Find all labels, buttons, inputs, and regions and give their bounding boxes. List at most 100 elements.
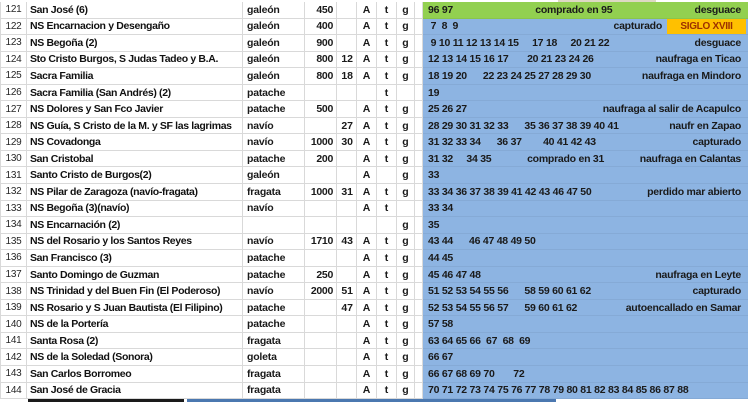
- gap-cell[interactable]: [415, 134, 423, 151]
- source-a-cell[interactable]: A: [357, 250, 377, 267]
- ship-type-cell[interactable]: navío: [243, 200, 305, 218]
- source-t-cell[interactable]: t: [377, 349, 397, 367]
- ship-type-cell[interactable]: fragata: [243, 184, 305, 201]
- tonnage-cell[interactable]: [305, 200, 337, 218]
- timeline-data-cell[interactable]: 52 53 54 55 56 57 59 60 61 62 autoencalla…: [423, 299, 748, 317]
- source-g-cell[interactable]: g: [397, 68, 415, 85]
- ship-type-cell[interactable]: galeón: [243, 167, 305, 185]
- row-number-cell[interactable]: 125: [0, 68, 27, 85]
- source-g-cell[interactable]: g: [397, 349, 415, 367]
- ship-name-cell[interactable]: NS Encarnación (2): [27, 217, 243, 234]
- secondary-number-cell[interactable]: 18: [337, 68, 357, 85]
- source-a-cell[interactable]: A: [357, 299, 377, 317]
- ship-name-cell[interactable]: Santo Domingo de Guzman: [27, 266, 243, 284]
- source-a-cell[interactable]: A: [357, 101, 377, 118]
- secondary-number-cell[interactable]: [337, 2, 357, 19]
- ship-type-cell[interactable]: goleta: [243, 349, 305, 367]
- ship-name-cell[interactable]: NS Rosario y S Juan Bautista (El Filipin…: [27, 299, 243, 317]
- row-number-cell[interactable]: 129: [0, 134, 27, 151]
- row-number-cell[interactable]: 141: [0, 332, 27, 350]
- source-a-cell[interactable]: A: [357, 35, 377, 52]
- ship-name-cell[interactable]: Sacra Familia (San Andrés) (2): [27, 84, 243, 102]
- ship-name-cell[interactable]: NS Dolores y San Fco Javier: [27, 101, 243, 118]
- row-number-cell[interactable]: 142: [0, 349, 27, 367]
- tonnage-cell[interactable]: 200: [305, 150, 337, 168]
- tonnage-cell[interactable]: [305, 299, 337, 317]
- ship-name-cell[interactable]: San Francisco (3): [27, 250, 243, 267]
- gap-cell[interactable]: [415, 250, 423, 267]
- timeline-data-cell[interactable]: 33: [423, 167, 748, 185]
- ship-type-cell[interactable]: navío: [243, 233, 305, 251]
- gap-cell[interactable]: [415, 233, 423, 251]
- source-g-cell[interactable]: [397, 200, 415, 218]
- source-t-cell[interactable]: t: [377, 35, 397, 52]
- source-a-cell[interactable]: [357, 217, 377, 234]
- source-t-cell[interactable]: t: [377, 250, 397, 267]
- tonnage-cell[interactable]: [305, 316, 337, 333]
- ship-type-cell[interactable]: fragata: [243, 382, 305, 400]
- timeline-data-cell[interactable]: 35: [423, 217, 748, 234]
- secondary-number-cell[interactable]: [337, 217, 357, 234]
- tonnage-cell[interactable]: 1000: [305, 184, 337, 201]
- source-g-cell[interactable]: g: [397, 250, 415, 267]
- secondary-number-cell[interactable]: [337, 150, 357, 168]
- source-g-cell[interactable]: g: [397, 299, 415, 317]
- ship-type-cell[interactable]: fragata: [243, 366, 305, 383]
- gap-cell[interactable]: [415, 332, 423, 350]
- source-g-cell[interactable]: g: [397, 101, 415, 118]
- tonnage-cell[interactable]: 500: [305, 101, 337, 118]
- ship-name-cell[interactable]: San Carlos Borromeo: [27, 366, 243, 383]
- timeline-data-cell[interactable]: 31 32 33 34 36 37 40 41 42 43 capturado: [423, 134, 748, 151]
- row-number-cell[interactable]: 128: [0, 117, 27, 135]
- source-g-cell[interactable]: g: [397, 382, 415, 400]
- gap-cell[interactable]: [415, 51, 423, 69]
- source-a-cell[interactable]: A: [357, 332, 377, 350]
- tonnage-cell[interactable]: [305, 250, 337, 267]
- source-a-cell[interactable]: [357, 84, 377, 102]
- source-a-cell[interactable]: A: [357, 68, 377, 85]
- ship-type-cell[interactable]: fragata: [243, 332, 305, 350]
- gap-cell[interactable]: [415, 101, 423, 118]
- ship-name-cell[interactable]: NS del Rosario y los Santos Reyes: [27, 233, 243, 251]
- source-t-cell[interactable]: t: [377, 2, 397, 19]
- row-number-cell[interactable]: 126: [0, 84, 27, 102]
- ship-name-cell[interactable]: NS Encarnacion y Desengaño: [27, 18, 243, 36]
- secondary-number-cell[interactable]: 43: [337, 233, 357, 251]
- source-g-cell[interactable]: g: [397, 2, 415, 19]
- source-t-cell[interactable]: t: [377, 283, 397, 300]
- gap-cell[interactable]: [415, 184, 423, 201]
- ship-type-cell[interactable]: patache: [243, 266, 305, 284]
- row-number-cell[interactable]: 143: [0, 366, 27, 383]
- secondary-number-cell[interactable]: [337, 316, 357, 333]
- secondary-number-cell[interactable]: [337, 382, 357, 400]
- secondary-number-cell[interactable]: [337, 366, 357, 383]
- source-a-cell[interactable]: A: [357, 382, 377, 400]
- ship-name-cell[interactable]: NS Trinidad y del Buen Fin (El Poderoso): [27, 283, 243, 300]
- timeline-data-cell[interactable]: 51 52 53 54 55 56 58 59 60 61 62 capturad…: [423, 283, 748, 300]
- gap-cell[interactable]: [415, 299, 423, 317]
- source-t-cell[interactable]: t: [377, 233, 397, 251]
- secondary-number-cell[interactable]: [337, 101, 357, 118]
- secondary-number-cell[interactable]: 30: [337, 134, 357, 151]
- secondary-number-cell[interactable]: 12: [337, 51, 357, 69]
- ship-name-cell[interactable]: Santa Rosa (2): [27, 332, 243, 350]
- ship-name-cell[interactable]: NS Begoña (3)(navío): [27, 200, 243, 218]
- row-number-cell[interactable]: 138: [0, 283, 27, 300]
- ship-type-cell[interactable]: galeón: [243, 18, 305, 36]
- row-number-cell[interactable]: 139: [0, 299, 27, 317]
- ship-name-cell[interactable]: NS Begoña (2): [27, 35, 243, 52]
- ship-name-cell[interactable]: NS Guía, S Cristo de la M. y SF las lagr…: [27, 117, 243, 135]
- row-number-cell[interactable]: 131: [0, 167, 27, 185]
- tonnage-cell[interactable]: [305, 349, 337, 367]
- source-a-cell[interactable]: A: [357, 117, 377, 135]
- secondary-number-cell[interactable]: 31: [337, 184, 357, 201]
- ship-name-cell[interactable]: NS de la Portería: [27, 316, 243, 333]
- source-t-cell[interactable]: t: [377, 101, 397, 118]
- source-g-cell[interactable]: g: [397, 233, 415, 251]
- timeline-data-cell[interactable]: 9 10 11 12 13 14 15 17 18 20 21 22 desgua…: [423, 35, 748, 52]
- ship-type-cell[interactable]: galeón: [243, 2, 305, 19]
- source-g-cell[interactable]: [397, 84, 415, 102]
- ship-type-cell[interactable]: patache: [243, 84, 305, 102]
- source-a-cell[interactable]: A: [357, 349, 377, 367]
- ship-name-cell[interactable]: San José de Gracia: [27, 382, 243, 400]
